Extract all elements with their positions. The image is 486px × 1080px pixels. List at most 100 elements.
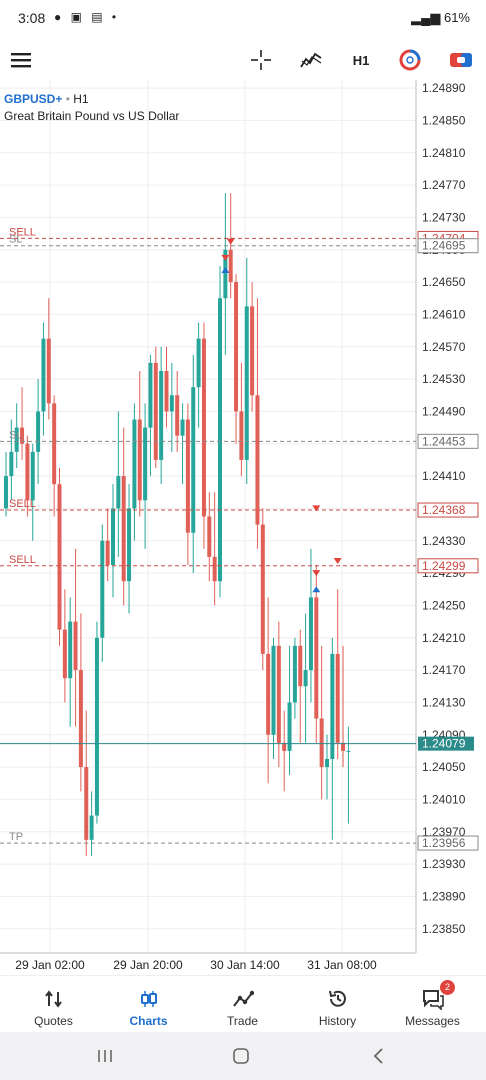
x-tick-label: 31 Jan 08:00 <box>307 958 377 972</box>
candle-body <box>41 338 46 412</box>
candle-body <box>298 645 303 687</box>
candle-body <box>46 338 51 404</box>
candle-body <box>325 759 329 768</box>
y-tick-label: 1.24050 <box>422 760 466 774</box>
candle-body <box>266 653 271 735</box>
symbol-name: GBPUSD+ <box>4 92 63 106</box>
candle-body <box>212 556 217 582</box>
candle-body <box>105 540 110 565</box>
candle-body <box>282 742 287 751</box>
candle-body <box>143 427 148 501</box>
y-tick-label: 1.24130 <box>422 695 466 709</box>
y-tick-label: 1.24650 <box>422 275 466 289</box>
nav-label: Quotes <box>34 1014 73 1028</box>
current-price-label: 1.24079 <box>422 737 466 751</box>
chart-toolbar: H1 <box>0 36 486 84</box>
nav-trade[interactable]: Trade <box>194 976 291 1032</box>
y-tick-label: 1.24210 <box>422 631 466 645</box>
battery-indicator: ▂▄▆ 61% <box>411 10 470 26</box>
candle-body <box>346 750 351 752</box>
y-tick-label: 1.24250 <box>422 598 466 612</box>
nav-history[interactable]: History <box>289 976 386 1032</box>
y-tick-label: 1.24890 <box>422 81 466 95</box>
y-tick-label: 1.23970 <box>422 825 466 839</box>
candle-body <box>207 516 212 557</box>
price-tag-label: 1.23956 <box>422 836 466 850</box>
price-tag-box <box>417 835 479 851</box>
x-tick-label: 29 Jan 20:00 <box>113 958 183 972</box>
y-tick-label: 1.24410 <box>422 469 466 483</box>
sell-arrow-icon <box>312 505 321 512</box>
indicators-icon[interactable] <box>298 48 324 72</box>
candle-body <box>185 419 190 533</box>
symbol-description: Great Britain Pound vs US Dollar <box>4 109 180 123</box>
candle-body <box>308 597 313 671</box>
x-tick-label: 30 Jan 14:00 <box>210 958 280 972</box>
candle-body <box>244 306 249 460</box>
order-line-label: SELL <box>9 554 36 566</box>
crosshair-icon[interactable] <box>248 48 274 72</box>
status-time: 3:08 <box>18 10 46 26</box>
battery-level: 61% <box>443 10 470 25</box>
price-chart[interactable]: 1.24890 1.24850 1.24810 1.24770 1.24730 1.246… <box>0 80 486 975</box>
trade-icon[interactable] <box>448 48 474 72</box>
separator-dot: • <box>65 92 70 106</box>
y-tick-label: 1.24770 <box>422 178 466 192</box>
home-icon[interactable] <box>230 1044 252 1068</box>
y-tick-label: 1.24530 <box>422 372 466 386</box>
trade-chart-icon <box>194 988 291 1010</box>
sell-arrow-icon <box>226 238 235 245</box>
y-tick-label: 1.23930 <box>422 857 466 871</box>
candle-body <box>111 508 115 565</box>
notification-icons: ● ▣ ▤ • <box>54 10 120 24</box>
y-tick-label: 1.24610 <box>422 307 466 321</box>
order-line-label: SELL <box>9 498 36 510</box>
y-tick-label: 1.23850 <box>422 922 466 936</box>
order-line-label: SL <box>9 429 22 441</box>
candle-body <box>239 411 244 460</box>
recent-apps-icon[interactable] <box>94 1044 116 1068</box>
quotes-icon <box>5 988 102 1010</box>
nav-label: History <box>318 1014 357 1028</box>
buy-arrow-icon <box>312 586 321 593</box>
price-tag-label: 1.24368 <box>422 503 466 517</box>
candle-body <box>191 387 196 533</box>
nav-label: Charts <box>129 1014 168 1028</box>
candle-body <box>159 371 164 460</box>
candle-body <box>287 702 292 751</box>
price-tag-box <box>417 238 479 254</box>
order-line-label: SELL <box>9 226 36 238</box>
price-tag-label: 1.24695 <box>422 239 466 253</box>
y-tick-label: 1.24490 <box>422 404 466 418</box>
color-theme-icon[interactable] <box>397 48 423 72</box>
candle-body <box>36 411 41 452</box>
sell-arrow-icon <box>333 557 342 564</box>
history-icon <box>289 988 386 1010</box>
nav-messages[interactable]: 2 Messages <box>384 976 481 1032</box>
y-tick-label: 1.23890 <box>422 889 466 903</box>
candle-body <box>303 670 308 687</box>
back-icon[interactable] <box>367 1044 389 1068</box>
sell-arrow-icon <box>221 254 230 261</box>
nav-charts[interactable]: Charts <box>100 976 197 1032</box>
candle-body <box>175 395 180 436</box>
timeframe-button[interactable]: H1 <box>352 52 370 68</box>
candle-body <box>62 629 67 679</box>
candle-body <box>30 451 35 501</box>
symbol-timeframe: H1 <box>73 92 89 106</box>
candle-body <box>116 476 121 509</box>
candle-body <box>223 249 228 299</box>
candle-body <box>341 742 346 751</box>
order-line-label: TP <box>9 831 23 843</box>
order-line-label: SL <box>9 234 22 246</box>
candle-body <box>196 338 201 388</box>
price-tag-label: 1.24453 <box>422 434 466 448</box>
menu-icon[interactable] <box>10 48 32 72</box>
nav-quotes[interactable]: Quotes <box>5 976 102 1032</box>
candle-body <box>319 718 324 768</box>
candle-body <box>57 484 62 630</box>
messages-icon <box>384 988 481 1010</box>
candle-body <box>250 306 255 396</box>
candle-body <box>228 249 233 283</box>
status-bar: 3:08 ● ▣ ▤ • ▂▄▆ 61% <box>0 0 486 36</box>
